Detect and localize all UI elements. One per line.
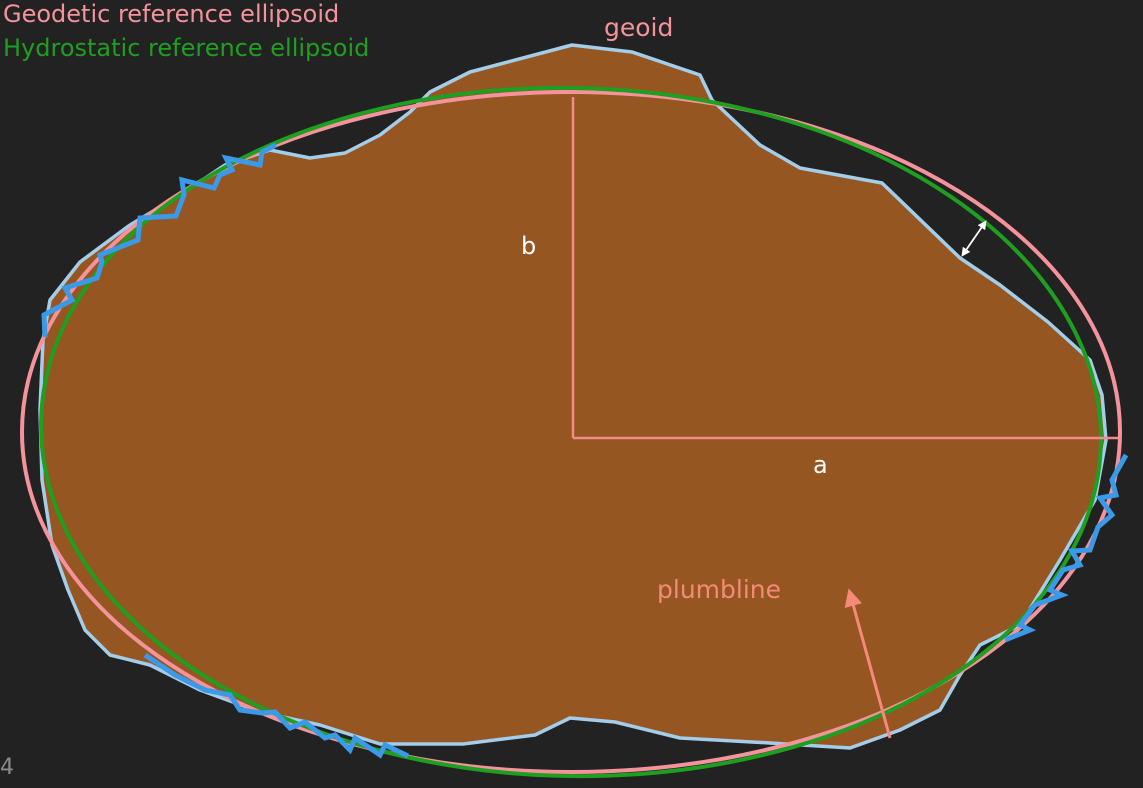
plumbline-label: plumbline <box>657 575 781 604</box>
corner-number: 4 <box>0 755 14 780</box>
plumbline-arrow-icon <box>844 588 892 739</box>
topography-zigzag-lower-left <box>143 652 410 759</box>
geodetic-reference-ellipsoid <box>20 90 1122 774</box>
topography-zigzag-upper-left <box>41 142 278 338</box>
legend-geodetic-label: Geodetic reference ellipsoid <box>3 0 340 28</box>
geoid-label: geoid <box>604 13 673 42</box>
double-headed-arrow-icon <box>961 220 987 257</box>
hydrostatic-reference-ellipsoid <box>39 85 1103 779</box>
a-label: a <box>813 451 828 479</box>
legend-hydrostatic-label: Hydrostatic reference ellipsoid <box>3 34 370 62</box>
topography-zigzag-right <box>1004 453 1129 643</box>
b-label: b <box>521 232 536 260</box>
